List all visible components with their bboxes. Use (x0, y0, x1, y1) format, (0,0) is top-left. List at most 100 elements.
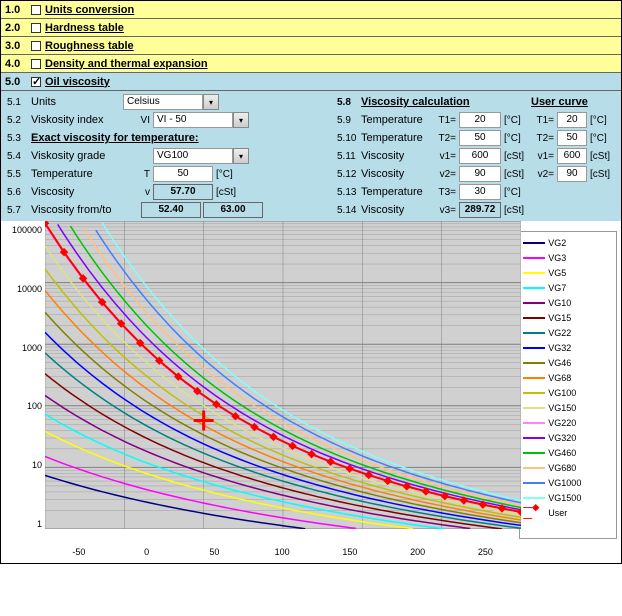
legend-swatch (523, 302, 545, 304)
legend-swatch (523, 392, 545, 394)
user-input[interactable]: 50 (557, 130, 587, 146)
legend-item: VG320 (523, 430, 613, 445)
legend-item: VG460 (523, 445, 613, 460)
viscosity-output: 57.70 (153, 184, 213, 200)
legend-swatch (523, 452, 545, 454)
temperature-input[interactable]: 50 (153, 166, 213, 182)
row-label: Viskosity grade (31, 150, 123, 162)
value-field[interactable]: 20 (459, 112, 501, 128)
symbol: T1= (529, 115, 557, 126)
symbol: T2= (529, 133, 557, 144)
legend-item: VG1000 (523, 475, 613, 490)
unit-label: [°C] (501, 187, 529, 198)
chevron-down-icon[interactable] (203, 94, 219, 110)
legend-item: VG5 (523, 265, 613, 280)
legend-item: VG150 (523, 400, 613, 415)
unit-label: [cSt] (587, 151, 613, 162)
legend-label: VG100 (548, 388, 576, 398)
section-header[interactable]: 5.0 Oil viscosity (1, 73, 621, 91)
y-tick: 10 (32, 460, 42, 470)
legend-swatch (523, 287, 545, 289)
row-num: 5.3 (3, 133, 31, 144)
legend-item: VG100 (523, 385, 613, 400)
row-num: 5.2 (3, 115, 31, 126)
legend-label: VG3 (548, 253, 566, 263)
section-title: Roughness table (45, 40, 134, 52)
units-value: Celsius (123, 94, 203, 110)
legend-swatch (523, 407, 545, 409)
unit-label: [cSt] (501, 151, 529, 162)
user-input[interactable]: 600 (557, 148, 587, 164)
legend-swatch (523, 242, 545, 244)
legend-item: VG3 (523, 250, 613, 265)
x-tick: 250 (452, 547, 520, 563)
row-num: 5.10 (333, 133, 361, 144)
row-num: 5.13 (333, 187, 361, 198)
checkbox-icon[interactable] (31, 59, 41, 69)
legend-swatch (523, 467, 545, 469)
value-field[interactable]: 30 (459, 184, 501, 200)
legend-label: VG220 (548, 418, 576, 428)
value-field[interactable]: 90 (459, 166, 501, 182)
section-header[interactable]: 3.0 Roughness table (1, 37, 621, 55)
user-input[interactable]: 90 (557, 166, 587, 182)
heading-label: User curve (531, 96, 588, 108)
legend-item: VG7 (523, 280, 613, 295)
y-tick: 100 (27, 401, 42, 411)
section-header[interactable]: 2.0 Hardness table (1, 19, 621, 37)
legend-label: User (548, 508, 567, 518)
legend-item: VG680 (523, 460, 613, 475)
vi-dropdown[interactable]: VI - 50 (153, 112, 249, 128)
checkbox-icon[interactable] (31, 41, 41, 51)
heading-label: Viscosity calculation (361, 96, 501, 108)
value-field[interactable]: 50 (459, 130, 501, 146)
value-field[interactable]: 600 (459, 148, 501, 164)
legend-swatch (523, 257, 545, 259)
symbol: T3= (431, 187, 459, 198)
x-tick: 200 (384, 547, 452, 563)
checkbox-icon[interactable] (31, 23, 41, 33)
vg-value: VG100 (153, 148, 233, 164)
symbol: T1= (431, 115, 459, 126)
legend-swatch (523, 437, 545, 439)
symbol: VI (123, 115, 153, 126)
row-label: Temperature (31, 168, 123, 180)
legend-label: VG1500 (548, 493, 581, 503)
chevron-down-icon[interactable] (233, 148, 249, 164)
legend-label: VG46 (548, 358, 571, 368)
checkbox-icon[interactable] (31, 5, 41, 15)
chevron-down-icon[interactable] (233, 112, 249, 128)
row-label: Viskosity index (31, 114, 123, 126)
viscosity-from: 52.40 (141, 202, 201, 218)
row-label: Units (31, 96, 123, 108)
unit-label: [°C] (587, 133, 610, 144)
x-axis: -50050100150200250 (1, 547, 519, 563)
y-axis: 100000100001000100101 (1, 221, 45, 547)
legend-item: VG220 (523, 415, 613, 430)
unit-label: [°C] (501, 115, 529, 126)
y-tick: 10000 (17, 284, 42, 294)
checkbox-icon[interactable] (31, 77, 41, 87)
legend-label: VG10 (548, 298, 571, 308)
symbol: v2= (431, 169, 459, 180)
legend-item: VG2 (523, 235, 613, 250)
viscosity-chart: 100000100001000100101 -50050100150200250… (1, 221, 619, 563)
section-header[interactable]: 1.0 Units conversion (1, 1, 621, 19)
unit-label: [°C] (501, 133, 529, 144)
row-label: Viscosity (31, 186, 123, 198)
section-header[interactable]: 4.0 Density and thermal expansion (1, 55, 621, 73)
row-label: Temperature (361, 186, 431, 198)
vg-dropdown[interactable]: VG100 (153, 148, 249, 164)
vi-value: VI - 50 (153, 112, 233, 128)
symbol: T (123, 169, 153, 180)
unit-label: [cSt] (501, 205, 529, 216)
x-tick: -50 (45, 547, 113, 563)
value-field: 289.72 (459, 202, 501, 218)
user-input[interactable]: 20 (557, 112, 587, 128)
section-num: 1.0 (1, 4, 31, 16)
viscosity-to: 63.00 (203, 202, 263, 218)
y-tick: 1 (37, 519, 42, 529)
legend-swatch (523, 347, 545, 349)
units-dropdown[interactable]: Celsius (123, 94, 219, 110)
row-num: 5.7 (3, 205, 31, 216)
